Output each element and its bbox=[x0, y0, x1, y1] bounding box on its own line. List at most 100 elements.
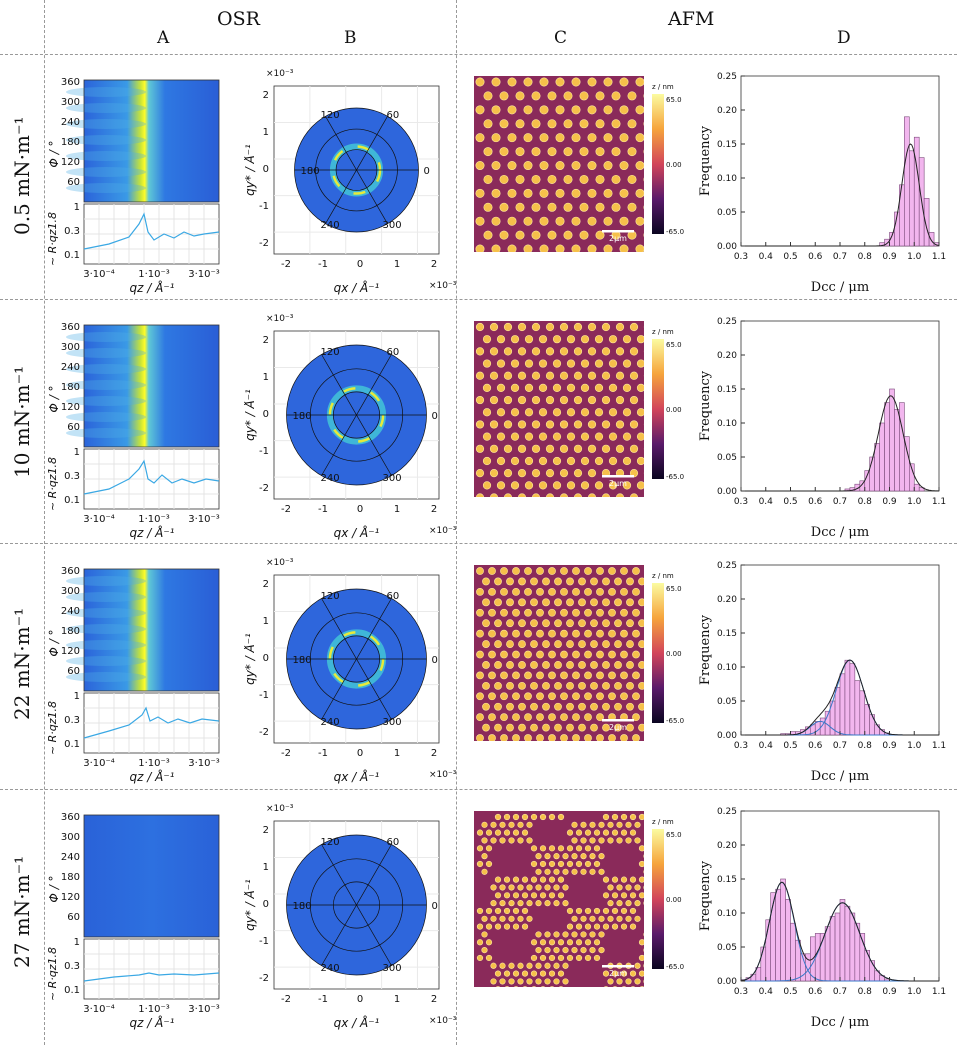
afm-particle bbox=[578, 723, 586, 732]
afm-particle bbox=[620, 970, 628, 977]
osr-ripple bbox=[66, 348, 146, 358]
afm-particle bbox=[572, 650, 580, 659]
histogram-bar bbox=[889, 388, 895, 492]
afm-particle bbox=[547, 147, 557, 157]
afm-particle bbox=[482, 359, 492, 368]
afm-particle bbox=[523, 105, 533, 115]
axis-label: Dcc / μm bbox=[811, 1015, 869, 1030]
afm-particle bbox=[476, 923, 484, 930]
tick-label: 0.15 bbox=[717, 385, 737, 395]
afm-particle bbox=[503, 347, 513, 356]
afm-particle bbox=[614, 681, 622, 690]
afm-particle bbox=[643, 948, 644, 952]
afm-particle bbox=[523, 216, 533, 226]
afm-particle bbox=[608, 383, 618, 392]
afm-particle bbox=[629, 395, 639, 405]
axis-label: qx / Å⁻¹ bbox=[334, 1015, 380, 1030]
tick-label: 360 bbox=[61, 566, 80, 577]
afm-particle bbox=[548, 892, 556, 899]
tick-label: 1.0 bbox=[907, 252, 922, 262]
tick-label: 2 bbox=[431, 504, 437, 515]
afm-particle bbox=[634, 884, 641, 891]
afm-particle bbox=[548, 713, 556, 722]
afm-particle bbox=[482, 723, 490, 732]
afm-particle bbox=[572, 567, 580, 575]
fit-curve-sum bbox=[741, 659, 939, 736]
afm-particle bbox=[571, 853, 578, 860]
afm-particle bbox=[622, 383, 632, 392]
afm-particle bbox=[548, 970, 556, 977]
afm-particle bbox=[638, 598, 644, 607]
afm-particle bbox=[611, 119, 621, 129]
afm-particle bbox=[607, 978, 614, 985]
afm-particle bbox=[562, 962, 569, 969]
afm-particle bbox=[580, 837, 587, 844]
afm-particle bbox=[538, 335, 548, 344]
afm-particle bbox=[522, 986, 528, 987]
panel-d-histogram: 0.25 0.20 0.15 0.10 0.05 0.000.3 0.4 0.5 0.6 0.7 0… bbox=[698, 317, 946, 540]
panel-c-afm-image: 2μm z / nm 65.0 0.00 -65.0 bbox=[474, 565, 684, 752]
tick-label: 120 bbox=[321, 347, 340, 358]
afm-particle bbox=[573, 322, 583, 332]
histogram-bar bbox=[839, 899, 846, 982]
row-label: 0.5 mN·m⁻¹ bbox=[10, 116, 34, 235]
afm-particle bbox=[596, 692, 604, 701]
afm-particle bbox=[566, 383, 576, 392]
afm-particle bbox=[507, 161, 517, 171]
afm-particle bbox=[598, 947, 605, 954]
afm-particle bbox=[562, 868, 569, 875]
tick-label: 240 bbox=[61, 117, 80, 128]
afm-particle bbox=[638, 939, 644, 946]
afm-particle bbox=[542, 745, 549, 752]
afm-particle bbox=[539, 845, 547, 852]
afm-particle bbox=[545, 347, 555, 356]
afm-particle bbox=[482, 577, 490, 586]
afm-particle bbox=[548, 259, 556, 267]
reflectivity-curve bbox=[83, 212, 220, 250]
axis-label: Φ / ° bbox=[47, 629, 61, 656]
afm-particle bbox=[530, 702, 538, 711]
afm-particle bbox=[521, 892, 529, 899]
tick-label: 0.05 bbox=[717, 943, 737, 953]
afm-particle bbox=[539, 939, 547, 946]
afm-particle bbox=[499, 230, 509, 240]
afm-particle bbox=[560, 587, 568, 596]
histogram-bar bbox=[884, 402, 890, 492]
afm-particle bbox=[609, 506, 617, 514]
afm-particle bbox=[506, 723, 514, 732]
afm-particle bbox=[476, 713, 484, 722]
tick-label: 0.00 bbox=[717, 242, 737, 252]
afm-particle bbox=[483, 147, 493, 157]
afm-particle bbox=[553, 947, 560, 954]
afm-particle bbox=[580, 408, 590, 417]
afm-particle bbox=[587, 105, 597, 115]
afm-particle bbox=[580, 868, 587, 875]
osr-ripple bbox=[66, 135, 146, 145]
afm-particle bbox=[503, 813, 511, 821]
afm-particle bbox=[566, 923, 574, 930]
tick-label: -1 bbox=[318, 994, 328, 1005]
tick-label: 0.9 bbox=[882, 987, 897, 997]
afm-particle bbox=[566, 577, 574, 586]
afm-particle bbox=[548, 954, 556, 962]
tick-label: 360 bbox=[61, 322, 80, 333]
afm-particle bbox=[503, 322, 513, 332]
afm-particle bbox=[554, 598, 562, 607]
tick-label: 0.3 bbox=[64, 471, 80, 482]
afm-particle bbox=[603, 161, 613, 171]
afm-particle bbox=[500, 671, 508, 680]
afm-particle bbox=[573, 420, 583, 429]
afm-particle bbox=[648, 971, 654, 977]
tick-label: 3·10⁻³ bbox=[188, 269, 220, 280]
tick-label: 3·10⁻³ bbox=[188, 1004, 220, 1015]
tick-label: 0 bbox=[263, 164, 269, 175]
afm-particle bbox=[548, 845, 556, 852]
panel-a-osr-map: 360 300 240 180 120 60 Φ / ° 1 0.3 0.1 ~ R·qz1.8 3·… bbox=[46, 566, 220, 784]
tick-label: 0.9 bbox=[882, 741, 897, 751]
afm-particle bbox=[536, 734, 544, 741]
afm-particle bbox=[524, 713, 532, 722]
afm-particle bbox=[626, 681, 634, 690]
histogram-bar bbox=[909, 463, 915, 492]
afm-particle bbox=[512, 734, 520, 741]
afm-particle bbox=[602, 892, 610, 899]
